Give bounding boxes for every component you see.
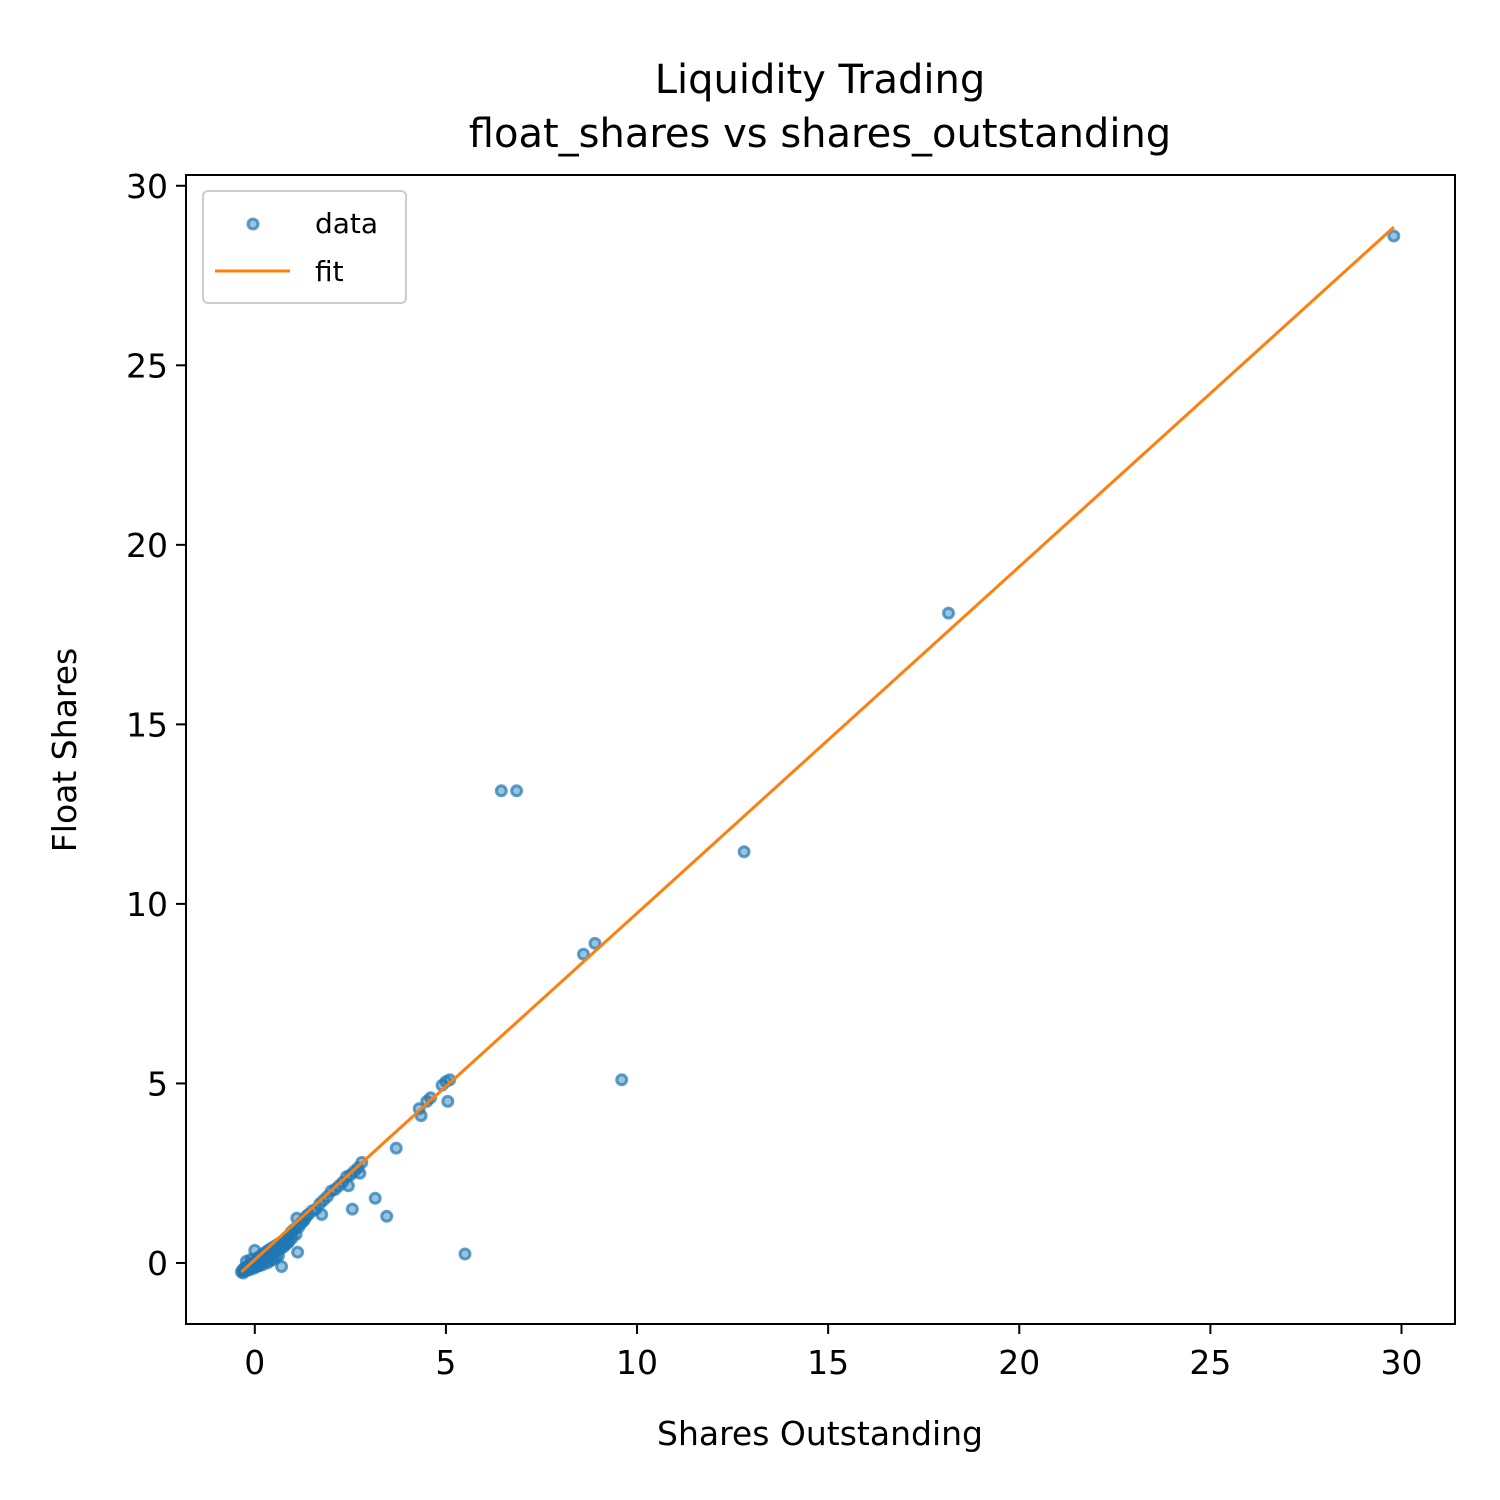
x-tick-label: 30: [1380, 1343, 1422, 1382]
x-axis-ticks: 0 5 10 15 20 25 30: [244, 1324, 1422, 1382]
fit-line: [240, 225, 1395, 1274]
data-point: [458, 1247, 472, 1261]
data-point: [353, 1166, 367, 1180]
data-point: [494, 784, 508, 798]
chart-subtitle: float_shares vs shares_outstanding: [469, 111, 1171, 157]
y-tick-label: 20: [126, 526, 168, 565]
legend-data-marker: [246, 217, 260, 231]
x-tick-label: 0: [244, 1343, 265, 1382]
data-point: [389, 1141, 403, 1155]
data-point: [368, 1191, 382, 1205]
y-axis-ticks: 0 5 10 15 20 25 30: [126, 167, 186, 1283]
data-point: [510, 784, 524, 798]
data-point: [1387, 229, 1401, 243]
data-point: [380, 1209, 394, 1223]
data-point: [588, 936, 602, 950]
y-tick-label: 0: [147, 1244, 168, 1283]
y-tick-label: 15: [126, 705, 168, 744]
data-point: [275, 1260, 289, 1273]
y-tick-label: 30: [126, 167, 168, 206]
x-tick-label: 20: [998, 1343, 1040, 1382]
data-layer: [234, 225, 1401, 1280]
data-point: [942, 606, 955, 620]
y-tick-label: 25: [126, 346, 168, 385]
data-point: [345, 1202, 359, 1216]
data-point: [341, 1179, 355, 1193]
y-axis-label: Float Shares: [45, 648, 84, 852]
data-point: [291, 1245, 305, 1259]
x-axis-label: Shares Outstanding: [657, 1414, 983, 1453]
x-tick-label: 5: [435, 1343, 456, 1382]
data-point: [615, 1073, 629, 1087]
y-tick-label: 10: [126, 885, 168, 924]
plot-area: [185, 174, 1456, 1325]
data-point: [577, 947, 590, 961]
data-point: [441, 1094, 455, 1108]
data-point: [737, 845, 751, 859]
plot-frame: [185, 174, 1456, 1325]
x-tick-label: 25: [1189, 1343, 1231, 1382]
y-tick-label: 5: [147, 1064, 168, 1103]
data-point: [315, 1208, 329, 1221]
x-tick-label: 10: [616, 1343, 658, 1382]
legend: data fit: [202, 190, 407, 304]
legend-fit-label: fit: [315, 255, 344, 288]
x-tick-label: 15: [807, 1343, 849, 1382]
chart-title: Liquidity Trading: [655, 57, 986, 103]
legend-data-label: data: [315, 207, 378, 240]
plot-background: [186, 175, 1455, 1324]
